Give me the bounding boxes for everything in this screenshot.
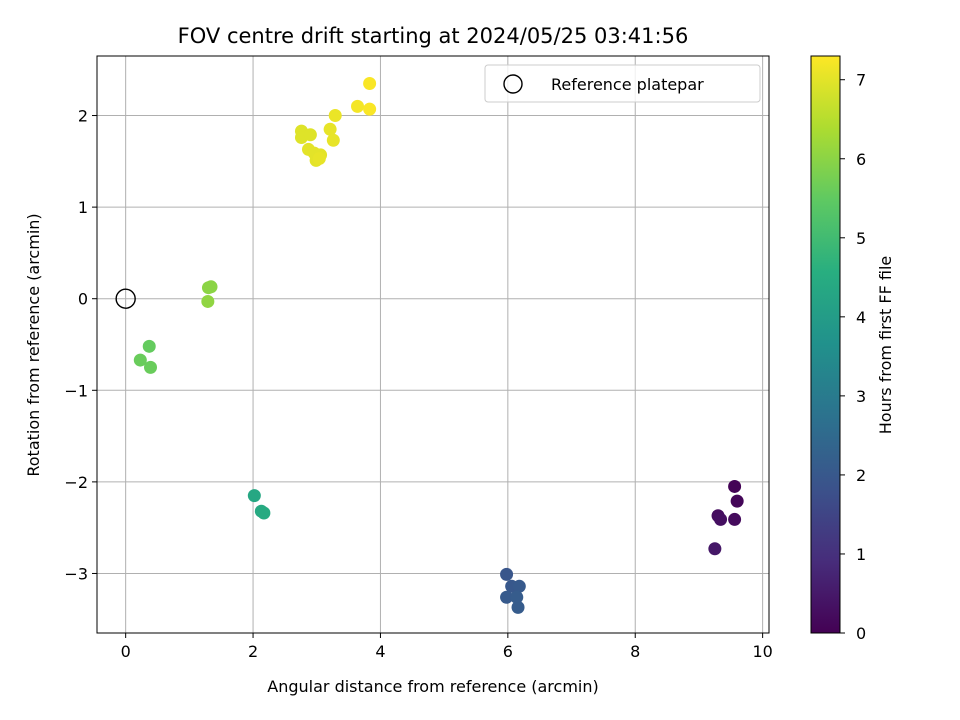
colorbar-tick-label-1: 1 <box>856 545 866 564</box>
x-tick-label-1: 2 <box>248 642 258 661</box>
x-axis-label: Angular distance from reference (arcmin) <box>267 677 598 696</box>
data-point-6 <box>500 567 514 581</box>
x-tick-label-4: 8 <box>630 642 640 661</box>
legend-reference-marker <box>503 74 523 94</box>
colorbar-tick-label-0: 0 <box>856 624 866 643</box>
data-point-1 <box>730 494 744 508</box>
y-tick-label-4: 1 <box>78 198 88 217</box>
chart-title: FOV centre drift starting at 2024/05/25 … <box>178 24 689 48</box>
data-point-0 <box>728 479 742 493</box>
data-point-19 <box>204 280 218 294</box>
colorbar-ticks: 0 1 2 3 4 5 6 7 <box>840 71 866 643</box>
plot-background <box>97 56 769 633</box>
plot-frame <box>96 55 770 634</box>
data-point-11 <box>511 600 525 614</box>
y-tick-label-2: −1 <box>64 381 88 400</box>
data-point-15 <box>142 339 156 353</box>
grid-lines <box>97 56 769 633</box>
x-tick-label-5: 10 <box>752 642 772 661</box>
data-point-33 <box>363 102 377 116</box>
reference-platepar-marker <box>115 288 136 309</box>
data-point-3 <box>714 512 728 526</box>
data-point-32 <box>351 99 365 113</box>
data-point-29 <box>323 122 337 136</box>
legend-box <box>484 64 761 103</box>
data-point-12 <box>247 489 261 503</box>
y-axis-ticks: −3 −2 −1 0 1 2 <box>64 107 97 583</box>
y-tick-label-0: −3 <box>64 564 88 583</box>
colorbar-tick-label-5: 5 <box>856 229 866 248</box>
data-point-23 <box>303 128 317 142</box>
data-point-4 <box>728 512 742 526</box>
y-tick-label-5: 2 <box>78 107 88 126</box>
legend: Reference platepar <box>484 64 761 103</box>
colorbar-tick-label-2: 2 <box>856 466 866 485</box>
colorbar <box>810 55 841 634</box>
data-point-20 <box>201 294 215 308</box>
data-point-9 <box>500 590 514 604</box>
colorbar-tick-label-4: 4 <box>856 308 866 327</box>
y-tick-label-3: 0 <box>78 290 88 309</box>
reference-marker-layer <box>115 288 136 309</box>
data-point-16 <box>133 353 147 367</box>
data-point-5 <box>708 542 722 556</box>
colorbar-tick-label-3: 3 <box>856 387 866 406</box>
x-tick-label-0: 0 <box>121 642 131 661</box>
data-point-31 <box>328 109 342 123</box>
x-tick-label-2: 4 <box>375 642 385 661</box>
data-point-30 <box>326 133 340 147</box>
data-point-8 <box>512 579 526 593</box>
data-point-10 <box>510 590 524 604</box>
legend-entry-reference: Reference platepar <box>551 75 704 94</box>
colorbar-label: Hours from first FF file <box>876 256 895 435</box>
colorbar-tick-label-6: 6 <box>856 150 866 169</box>
y-axis-label: Rotation from reference (arcmin) <box>24 213 43 476</box>
colorbar-tick-label-7: 7 <box>856 71 866 90</box>
data-point-14 <box>257 506 271 520</box>
data-point-28 <box>312 152 326 166</box>
data-point-17 <box>144 360 158 374</box>
data-points <box>133 76 744 614</box>
y-tick-label-1: −2 <box>64 473 88 492</box>
x-axis-ticks: 0 2 4 6 8 10 <box>121 633 773 661</box>
x-tick-label-3: 6 <box>503 642 513 661</box>
data-point-34 <box>363 76 377 90</box>
